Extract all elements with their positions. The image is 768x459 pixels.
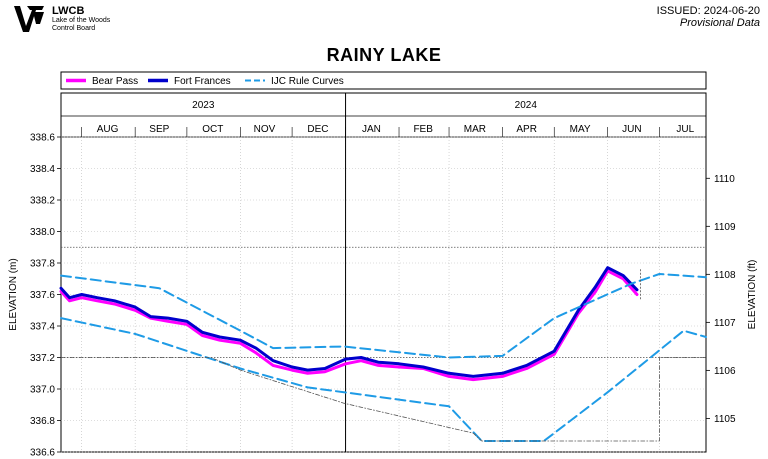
y-axis-label: ELEVATION (m)	[8, 258, 19, 330]
month-label: APR	[516, 124, 537, 135]
y2-tick-label: 1108	[714, 270, 736, 281]
y-tick-label: 338.0	[30, 227, 55, 238]
y-tick-label: 336.6	[30, 448, 55, 459]
y2-tick-label: 1110	[714, 174, 735, 185]
month-label: MAY	[570, 124, 591, 135]
y-tick-label: 338.4	[30, 164, 55, 175]
y2-tick-label: 1109	[714, 222, 736, 233]
lwcb-logo-icon	[14, 6, 44, 32]
org-full-name: Lake of the Woods Control Board	[52, 17, 110, 33]
org-short-name: LWCB	[52, 5, 85, 17]
org-name-line2: Control Board	[52, 25, 96, 32]
y-tick-label: 337.2	[30, 353, 55, 364]
month-label: MAR	[464, 124, 486, 135]
y-tick-label: 337.4	[30, 322, 55, 333]
bear-pass-series-line	[59, 269, 639, 382]
month-label: NOV	[254, 124, 276, 135]
plot-frame	[60, 92, 707, 453]
month-label: FEB	[413, 124, 433, 135]
month-label: AUG	[97, 124, 119, 135]
y2-axis-label: ELEVATION (ft)	[747, 260, 758, 330]
month-label: JUN	[622, 124, 641, 135]
y2-tick-label: 1105	[714, 414, 736, 425]
y-tick-label: 337.0	[30, 385, 55, 396]
legend-label: Fort Frances	[174, 76, 231, 87]
year-label: 2023	[192, 100, 215, 111]
legend-label: Bear Pass	[92, 76, 138, 87]
legend-box	[60, 71, 707, 90]
data-status: Provisional Data	[679, 17, 760, 29]
issued-date: ISSUED: 2024-06-20	[656, 5, 760, 17]
month-label: SEP	[149, 124, 169, 135]
fort-frances-series-line	[59, 266, 639, 378]
y-tick-label: 338.2	[30, 196, 55, 207]
year-label: 2024	[515, 100, 538, 111]
y-tick-label: 337.6	[30, 290, 55, 301]
legend-label: IJC Rule Curves	[271, 76, 344, 87]
y2-tick-label: 1106	[714, 366, 736, 377]
month-label: DEC	[307, 124, 328, 135]
y-tick-label: 337.8	[30, 259, 55, 270]
y-tick-label: 336.8	[30, 416, 55, 427]
ijc-rule-curves-series-line	[60, 317, 707, 442]
month-label: JUL	[676, 124, 694, 135]
reference-series-line	[60, 357, 707, 442]
ijc-rule-curves-series-line	[60, 273, 707, 359]
org-name-line1: Lake of the Woods	[52, 17, 111, 24]
month-label: OCT	[202, 124, 223, 135]
y-tick-label: 338.6	[30, 133, 55, 144]
chart-title: RAINY LAKE	[326, 45, 442, 65]
y2-tick-label: 1107	[714, 318, 736, 329]
month-label: JAN	[362, 124, 381, 135]
